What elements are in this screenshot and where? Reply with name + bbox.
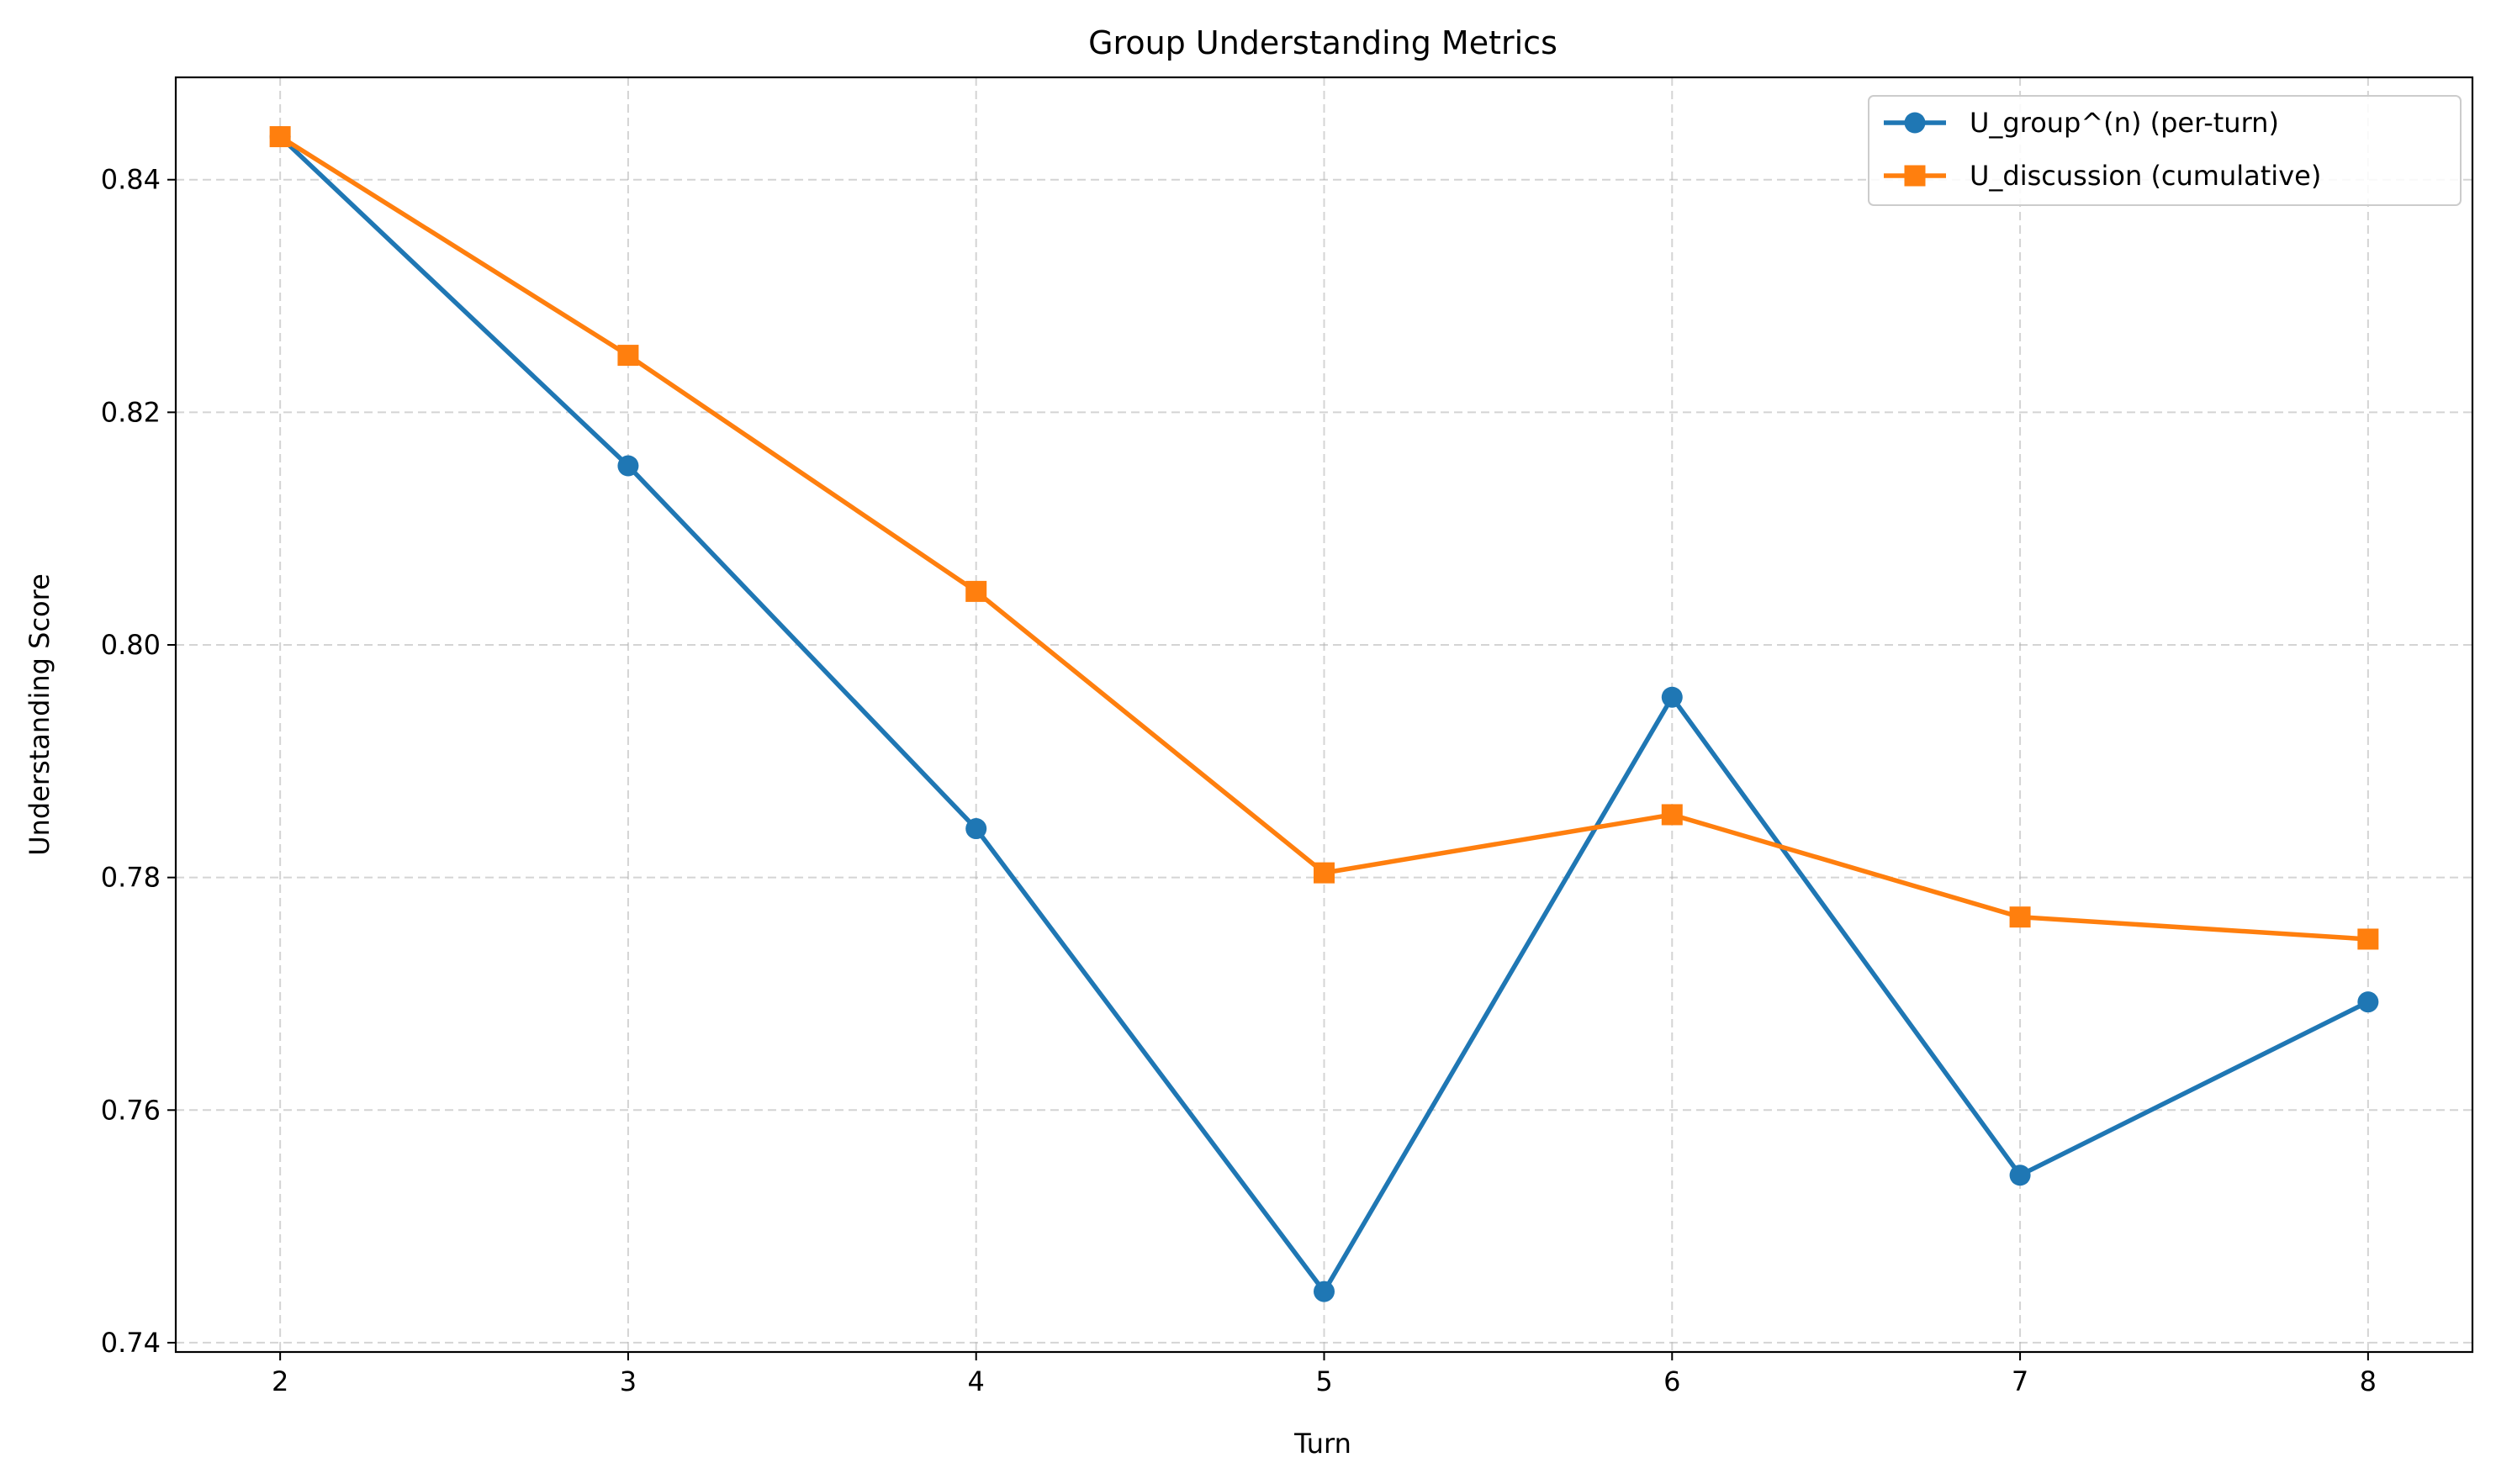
data-point: [1661, 804, 1683, 826]
y-tick-label: 0.82: [101, 396, 161, 428]
legend-item: U_discussion (cumulative): [1884, 160, 2321, 192]
data-point: [965, 818, 987, 840]
series: [269, 126, 2379, 1302]
data-point: [1314, 862, 1335, 884]
legend-box: [1868, 95, 2462, 206]
series-1: [269, 126, 2379, 1302]
y-tick-label: 0.74: [101, 1327, 161, 1359]
data-point: [2009, 1164, 2031, 1186]
legend-label: U_group^(n) (per-turn): [1970, 107, 2279, 139]
data-point: [1661, 686, 1683, 708]
y-tick-label: 0.84: [101, 164, 161, 196]
y-tick-label: 0.76: [101, 1094, 161, 1126]
data-point: [269, 126, 291, 148]
x-tick-label: 8: [2360, 1365, 2377, 1397]
x-tick-label: 2: [272, 1365, 288, 1397]
x-axis-label: Turn: [1293, 1428, 1351, 1460]
chart-title: Group Understanding Metrics: [1088, 24, 1557, 61]
data-point: [2357, 991, 2379, 1013]
data-point: [617, 455, 639, 477]
legend-marker: [1904, 165, 1926, 187]
legend: U_group^(n) (per-turn) U_discussion (cumu…: [1868, 95, 2462, 206]
series-2: [269, 126, 2379, 950]
legend-label: U_discussion (cumulative): [1970, 160, 2321, 192]
x-tick-label: 6: [1663, 1365, 1680, 1397]
y-axis: 0.74 0.76 0.78 0.80 0.82 0.84: [101, 164, 176, 1359]
legend-marker: [1904, 112, 1926, 134]
data-point: [1314, 1281, 1335, 1302]
y-tick-label: 0.78: [101, 862, 161, 894]
data-point: [2009, 906, 2031, 928]
y-axis-label: Understanding Score: [24, 573, 56, 856]
y-tick-label: 0.80: [101, 629, 161, 661]
data-point: [617, 345, 639, 367]
x-tick-label: 5: [1315, 1365, 1332, 1397]
legend-item: U_group^(n) (per-turn): [1884, 107, 2279, 139]
grid: [176, 77, 2472, 1352]
x-tick-label: 7: [2012, 1365, 2028, 1397]
x-tick-label: 3: [620, 1365, 637, 1397]
x-axis: 2 3 4 5 6 7 8: [272, 1352, 2377, 1397]
data-point: [965, 580, 987, 602]
x-tick-label: 4: [968, 1365, 985, 1397]
data-point: [2357, 928, 2379, 950]
